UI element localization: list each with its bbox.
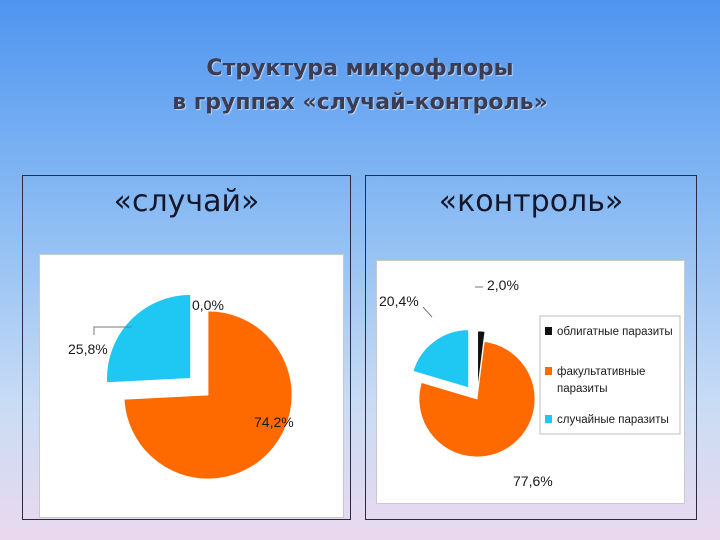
control-panel: «контроль» 2,0% 77,6% 20,4% облигатные пара… <box>365 175 697 520</box>
control-slice-obligate <box>477 330 486 390</box>
control-legend-label-facultative: паразиты <box>557 383 608 395</box>
case-label-random: 25,8% <box>68 341 108 357</box>
control-legend-label-obligate: облигатные паразиты <box>557 326 673 338</box>
control-slice-facultative <box>418 341 536 458</box>
case-label-obligate: 0,0% <box>192 297 224 313</box>
case-pie-chart: 0,0% 74,2% 25,8% <box>68 294 294 480</box>
control-leader-random <box>422 306 433 318</box>
control-label-facultative: 77,6% <box>513 473 553 489</box>
control-legend-swatch-facultative <box>545 367 552 375</box>
case-slice-random <box>106 294 192 384</box>
control-label-obligate: 2,0% <box>487 277 519 293</box>
control-legend-swatch-random <box>545 415 552 423</box>
slide-title: Структура микрофлоры в группах «случай-к… <box>0 52 720 120</box>
control-legend-label-facultative: факультативные <box>557 366 645 378</box>
control-label-random: 20,4% <box>379 293 419 309</box>
control-legend-swatch-obligate <box>545 327 552 335</box>
title-line-1: Структура микрофлоры <box>206 56 514 81</box>
control-chart-card: 2,0% 77,6% 20,4% облигатные паразиты факульт… <box>376 260 685 504</box>
title-line-2: в группах «случай-контроль» <box>172 90 548 115</box>
control-heading: «контроль» <box>438 184 624 219</box>
case-leader-random <box>93 326 132 335</box>
control-pie-chart: 2,0% 77,6% 20,4% облигатные паразиты факульт… <box>379 277 681 489</box>
control-legend-label-random: случайные паразиты <box>557 414 669 426</box>
control-slice-random <box>412 329 470 389</box>
case-slice-facultative <box>123 310 293 480</box>
case-panel: «случай» 0,0% 74,2% 25,8% <box>22 175 351 520</box>
case-label-facultative: 74,2% <box>254 414 294 430</box>
control-legend <box>539 315 681 435</box>
case-heading: «случай» <box>113 184 260 219</box>
case-chart-card: 0,0% 74,2% 25,8% <box>39 254 344 518</box>
